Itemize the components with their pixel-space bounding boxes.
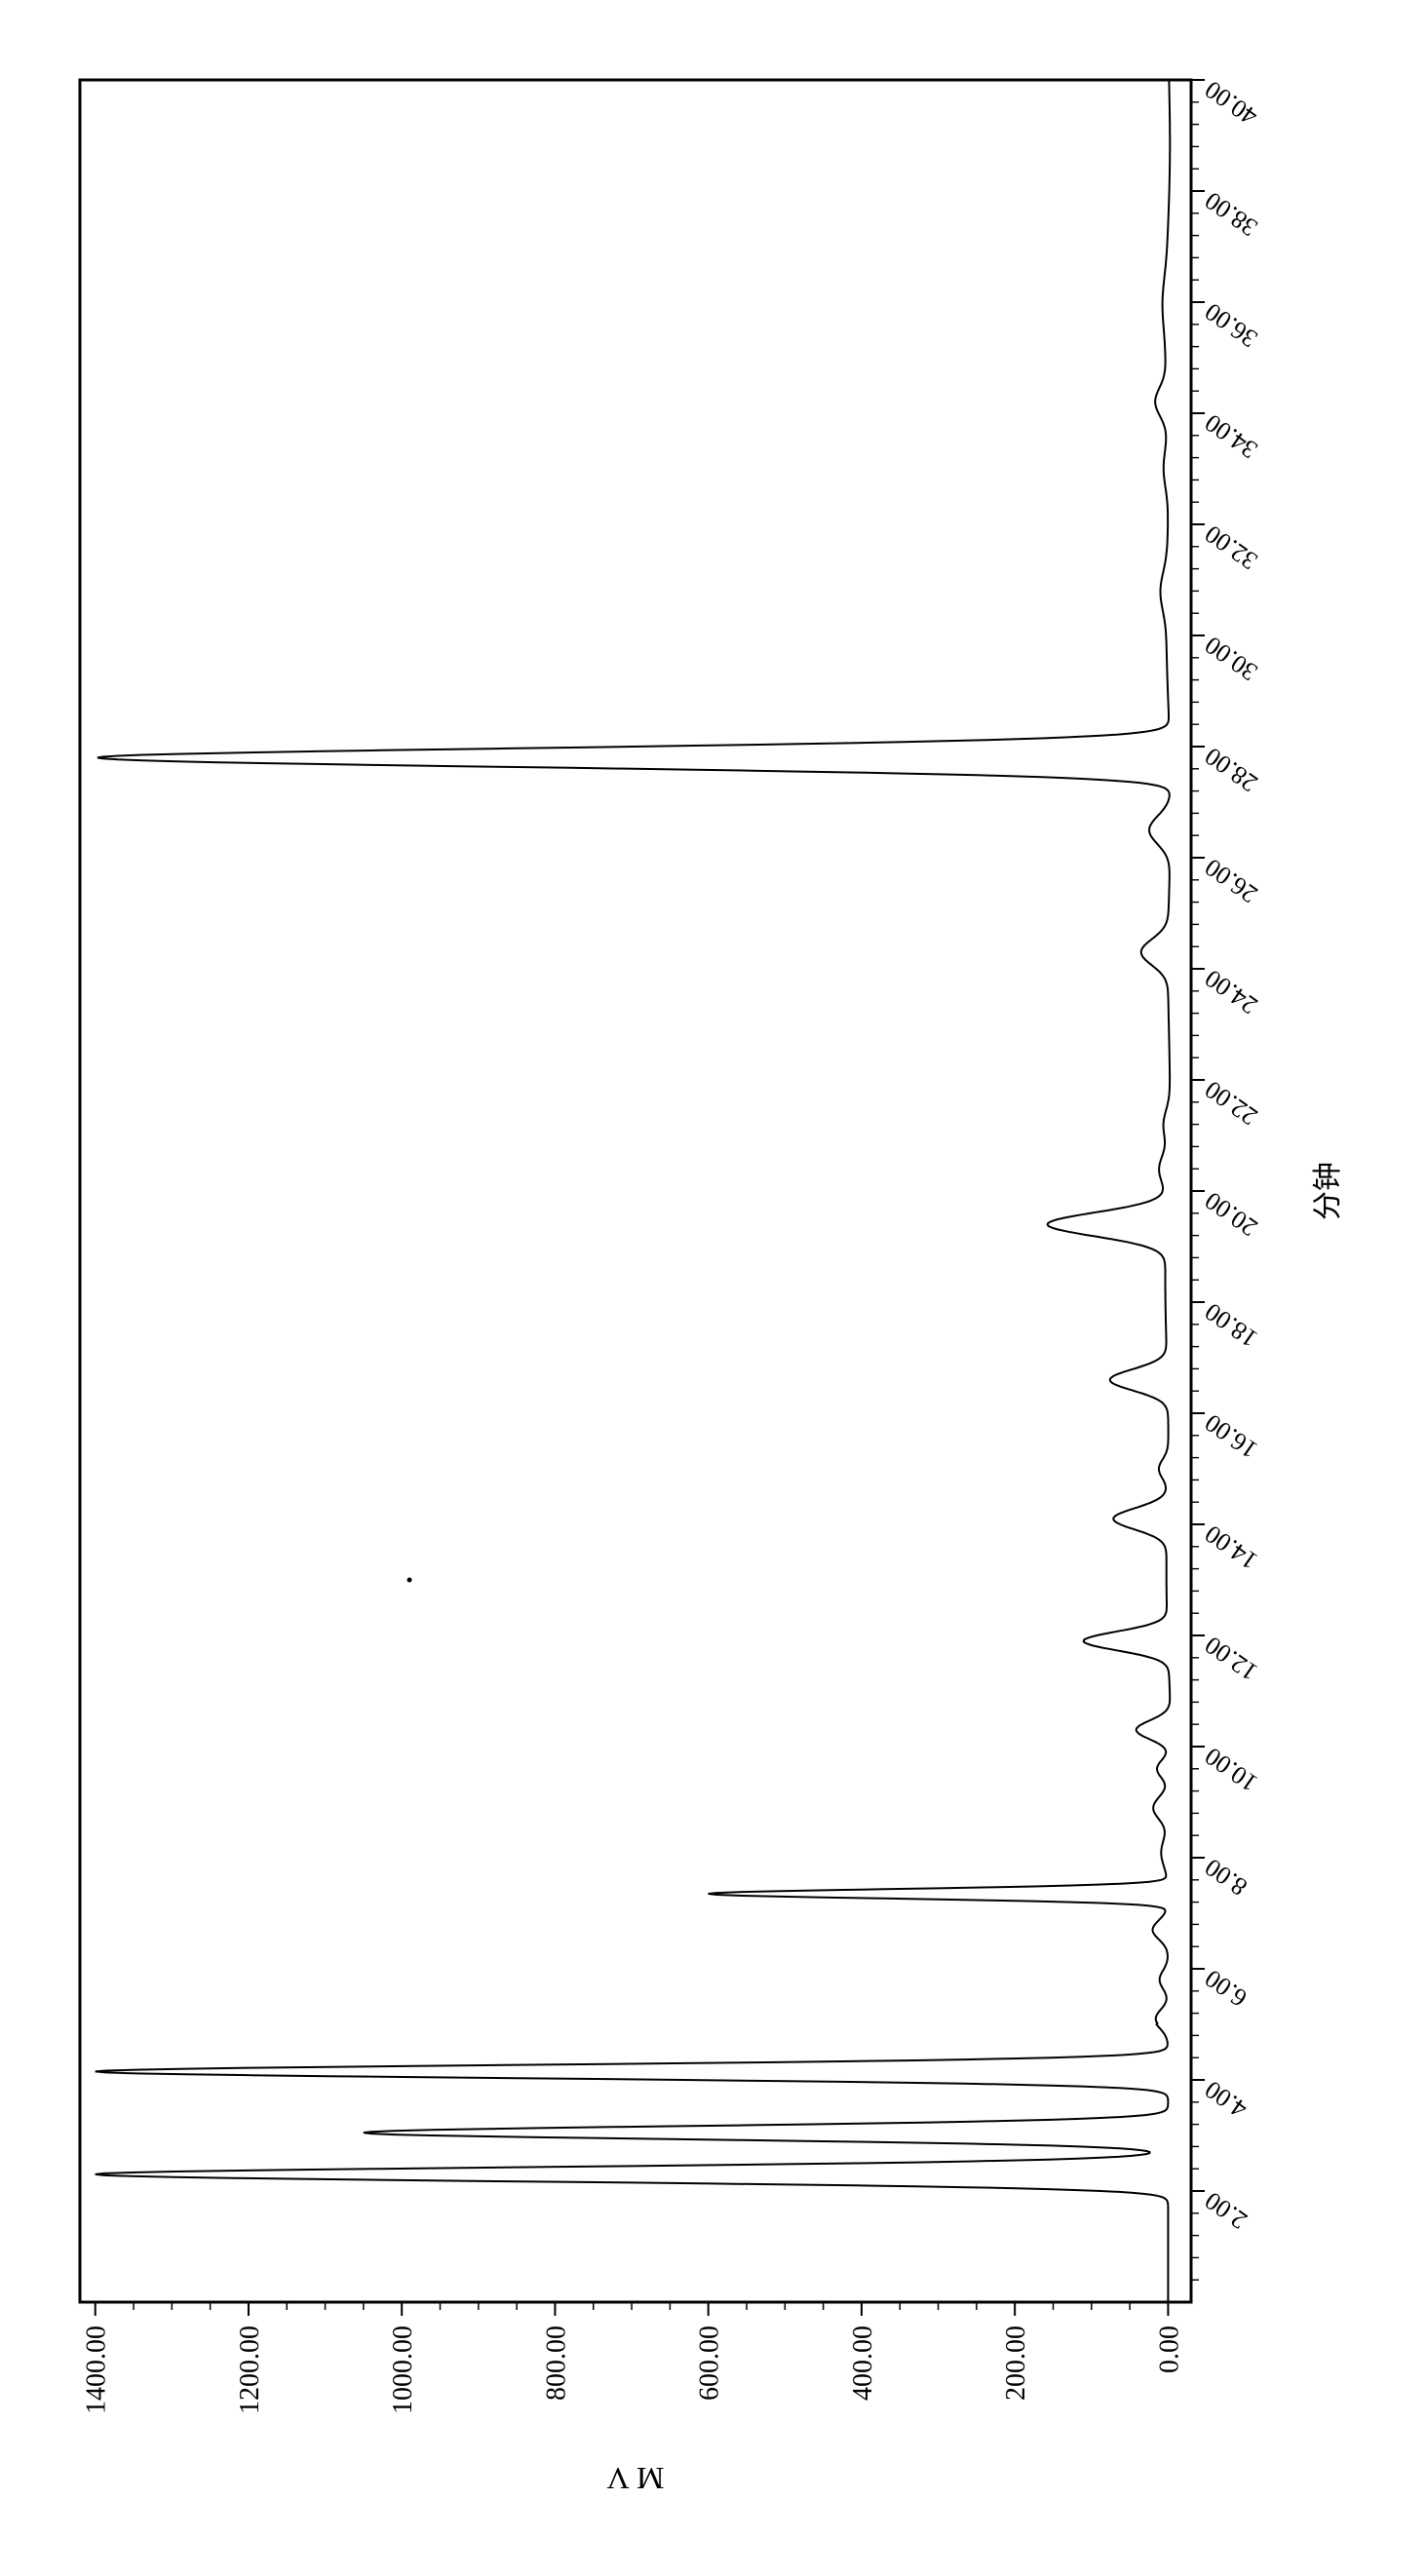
x-tick-label: 24.00 — [1199, 964, 1262, 1019]
x-tick-label: 22.00 — [1199, 1075, 1262, 1131]
page: 0.00 200.00 400.00 600.00 800.00 1000.00 1200.… — [0, 0, 1426, 2576]
y-tick-label: 600.00 — [694, 2326, 724, 2401]
x-tick-label: 36.00 — [1199, 297, 1262, 353]
chromatogram-chart: 0.00 200.00 400.00 600.00 800.00 1000.00 1200.… — [41, 60, 1386, 2517]
x-tick-label: 8.00 — [1199, 1853, 1252, 1902]
x-tick-label: 10.00 — [1199, 1742, 1262, 1797]
x-tick-label: 14.00 — [1199, 1519, 1262, 1575]
x-tick-label: 20.00 — [1199, 1186, 1262, 1242]
x-axis-label: 分钟 — [1312, 1162, 1344, 1220]
y-tick-label: 0.00 — [1154, 2326, 1184, 2373]
x-tick-label: 12.00 — [1199, 1631, 1262, 1686]
x-tick-label: 40.00 — [1199, 75, 1262, 131]
x-tick-label: 6.00 — [1199, 1964, 1252, 2013]
x-tick-label: 16.00 — [1199, 1408, 1262, 1464]
x-tick-label: 2.00 — [1199, 2186, 1252, 2235]
x-tick-label: 26.00 — [1199, 853, 1262, 908]
chromatogram-trace — [95, 80, 1170, 2302]
x-tick-label: 32.00 — [1199, 519, 1262, 575]
y-tick-label: 200.00 — [1001, 2326, 1031, 2401]
x-tick-label: 18.00 — [1199, 1297, 1262, 1353]
y-tick-label: 1200.00 — [234, 2326, 264, 2414]
x-tick-label: 34.00 — [1199, 408, 1262, 464]
x-tick-label: 28.00 — [1199, 742, 1262, 797]
y-tick-label: 1400.00 — [81, 2326, 111, 2414]
chart-svg: 0.00 200.00 400.00 600.00 800.00 1000.00 1200.… — [41, 60, 1386, 2517]
scan-artifact — [406, 1577, 411, 1582]
x-tick-label: 4.00 — [1199, 2075, 1252, 2124]
y-tick-label: 800.00 — [541, 2326, 571, 2401]
y-tick-label: 1000.00 — [388, 2326, 418, 2414]
plot-border — [80, 80, 1191, 2302]
x-tick-label: 30.00 — [1199, 631, 1262, 686]
y-axis-label: M V — [606, 2461, 664, 2496]
y-tick-label: 400.00 — [847, 2326, 877, 2401]
x-tick-label: 38.00 — [1199, 186, 1262, 242]
